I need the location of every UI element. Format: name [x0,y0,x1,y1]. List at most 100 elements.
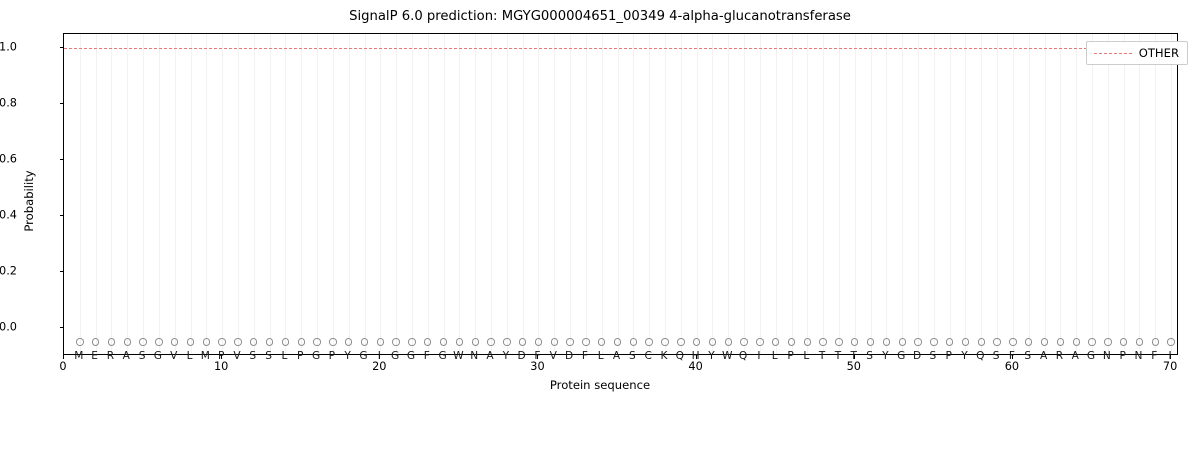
residue-letter: P [328,350,336,362]
residue-marker [645,338,653,346]
gridline [997,34,999,354]
residue-letter: Y [502,350,510,362]
gridline [79,34,81,354]
x-tick-label: 10 [213,360,229,373]
y-tick-label: 0.6 [0,152,17,166]
residue-marker [91,338,100,346]
residue-marker [724,338,732,346]
gridline [158,34,160,354]
gridline [522,34,524,354]
x-tick-mark [853,355,855,359]
residue-letter: A [1071,350,1079,362]
gridline [396,34,398,354]
residue-marker [945,338,954,346]
residue-marker [139,338,147,346]
residue-letter: R [106,350,115,362]
residue-marker [376,338,384,346]
residue-marker [392,338,400,346]
residue-marker [803,338,812,346]
residue-marker [866,338,875,346]
gridline [269,34,271,354]
residue-letter: A [486,350,494,362]
gridline [759,34,761,354]
x-tick-mark [695,355,697,359]
residue-letter: A [1039,350,1048,362]
legend[interactable]: OTHER [1085,41,1188,65]
y-tick-mark [59,271,64,272]
residue-letter: V [549,350,557,362]
x-tick-mark [379,355,381,359]
gridline [617,34,619,354]
residue-marker [961,338,970,346]
residue-marker [424,338,432,346]
residue-letter: F [534,350,541,362]
page-title: SignalP 6.0 prediction: MGYG000004651_00… [349,9,851,24]
gridline [95,34,97,354]
residue-letter: P [787,350,794,362]
residue-letter: Q [976,350,985,362]
residue-marker [772,338,780,346]
gridline [902,34,904,354]
residue-letter: M [74,350,84,362]
residue-letter: T [834,350,842,362]
gridline [285,34,287,354]
residue-letter: N [1102,350,1111,362]
gridline [206,34,208,354]
x-tick-mark [63,355,64,359]
gridline [380,34,382,354]
residue-marker [202,338,211,346]
legend-label-other: OTHER [1138,46,1179,60]
gridline [1107,34,1109,354]
gridline [237,34,239,354]
x-tick-mark [537,355,539,359]
residue-letter: W [722,350,733,362]
residue-marker [756,338,764,346]
gridline [965,34,967,354]
y-tick-mark [59,47,64,48]
residue-letter: V [233,350,241,362]
gridline [1171,34,1173,354]
residue-letter: W [453,350,464,362]
gridline [554,34,556,354]
residue-marker [661,338,669,346]
gridline [491,34,493,354]
x-axis-label: Protein sequence [549,378,651,392]
gridline [775,34,777,354]
residue-letter: I [377,350,381,362]
residue-letter: S [265,350,272,362]
residue-marker [76,338,84,346]
residue-letter: R [1055,350,1064,362]
residue-marker [1056,338,1065,346]
residue-letter: C [644,350,652,362]
gridline [222,34,224,354]
residue-marker [598,338,606,346]
gridline [854,34,856,354]
residue-marker [1040,338,1049,346]
residue-letter: S [249,350,257,362]
gridline [459,34,461,354]
gridline [364,34,366,354]
residue-marker [1009,338,1017,346]
residue-marker [1119,338,1128,346]
residue-marker [186,338,195,346]
residue-letter: D [565,350,574,362]
residue-marker [1135,338,1144,346]
residue-letter: G [1086,350,1096,362]
residue-marker [155,338,163,346]
gridline [1076,34,1078,354]
residue-letter: E [91,350,98,362]
residue-marker [993,338,1001,346]
residue-letter: G [153,350,162,362]
y-tick-label: 0.2 [0,264,17,278]
residue-letter: S [992,350,1000,362]
residue-marker [234,338,242,346]
gridline [1155,34,1157,354]
residue-marker [692,338,701,346]
residue-letter: F [1008,350,1015,362]
residue-marker [487,338,495,346]
gridline [744,34,746,354]
gridline [807,34,809,354]
residue-marker [1072,338,1080,346]
y-tick-label: 0.8 [0,96,17,110]
residue-marker [518,338,527,346]
